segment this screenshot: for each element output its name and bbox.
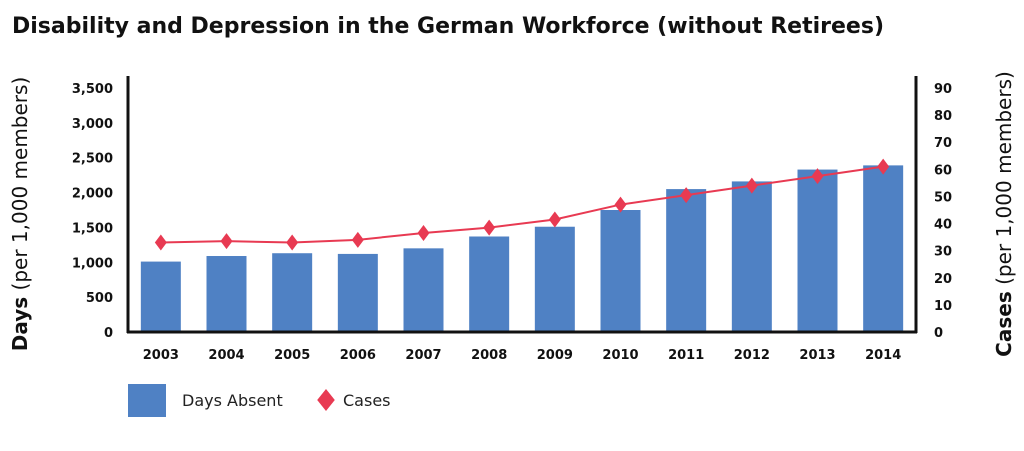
bar (666, 189, 707, 332)
bar (534, 226, 575, 332)
bar (797, 169, 838, 332)
bar (469, 236, 510, 332)
x-tick-label: 2013 (799, 348, 835, 363)
legend-swatch-days-absent (128, 384, 166, 417)
y-left-tick-label: 2,000 (72, 187, 113, 202)
y-left-tick-label: 1,500 (72, 221, 113, 236)
cases-point (220, 233, 233, 250)
y-right-tick-label: 10 (934, 299, 952, 314)
cases-point (877, 158, 890, 175)
y-right-tick-label: 0 (934, 326, 943, 341)
x-tick-label: 2009 (537, 348, 573, 363)
x-tick-label: 2005 (274, 348, 310, 363)
x-tick-label: 2010 (602, 348, 638, 363)
y-right-tick-label: 30 (934, 245, 952, 260)
cases-point (548, 211, 561, 228)
y-right-tick-label: 90 (934, 82, 952, 97)
cases-point (351, 231, 364, 248)
y-left-axis-title: Days (per 1,000 members) (8, 77, 32, 352)
cases-point (745, 177, 758, 194)
x-tick-label: 2012 (734, 348, 770, 363)
y-left-tick-label: 3,500 (72, 82, 113, 97)
bar (272, 253, 313, 332)
y-left-tick-label: 0 (104, 326, 113, 341)
y-left-tick-label: 1,000 (72, 256, 113, 271)
x-tick-label: 2007 (405, 348, 441, 363)
x-tick-label: 2011 (668, 348, 704, 363)
x-tick-label: 2004 (208, 348, 244, 363)
x-tick-label: 2014 (865, 348, 901, 363)
x-tick-label: 2006 (340, 348, 376, 363)
bar (600, 210, 641, 332)
y-right-tick-label: 60 (934, 163, 952, 178)
cases-point (417, 225, 430, 242)
bar (337, 253, 378, 332)
cases-point (286, 234, 299, 251)
legend-label-cases: Cases (343, 391, 391, 410)
y-left-tick-label: 500 (86, 291, 113, 306)
cases-line (160, 165, 884, 244)
y-right-tick-label: 80 (934, 109, 952, 124)
chart-title: Disability and Depression in the German … (12, 14, 884, 39)
y-right-tick-label: 20 (934, 272, 952, 287)
bar (403, 248, 444, 332)
y-left-tick-label: 2,500 (72, 152, 113, 167)
y-right-tick-label: 70 (934, 136, 952, 151)
bar (731, 181, 772, 332)
legend-label-days-absent: Days Absent (182, 391, 283, 410)
cases-point (680, 187, 693, 204)
cases-point (614, 196, 627, 213)
bar (206, 256, 247, 332)
x-tick-label: 2003 (143, 348, 179, 363)
legend-swatch-cases (317, 389, 335, 411)
cases-point (811, 168, 824, 185)
cases-point (154, 234, 167, 251)
bar (140, 261, 181, 332)
y-right-axis-title: Cases (per 1,000 members) (992, 71, 1016, 357)
y-right-tick-label: 40 (934, 218, 952, 233)
cases-point (483, 219, 496, 236)
y-left-tick-label: 3,000 (72, 117, 113, 132)
x-tick-label: 2008 (471, 348, 507, 363)
bar (863, 165, 904, 332)
y-right-tick-label: 50 (934, 190, 952, 205)
